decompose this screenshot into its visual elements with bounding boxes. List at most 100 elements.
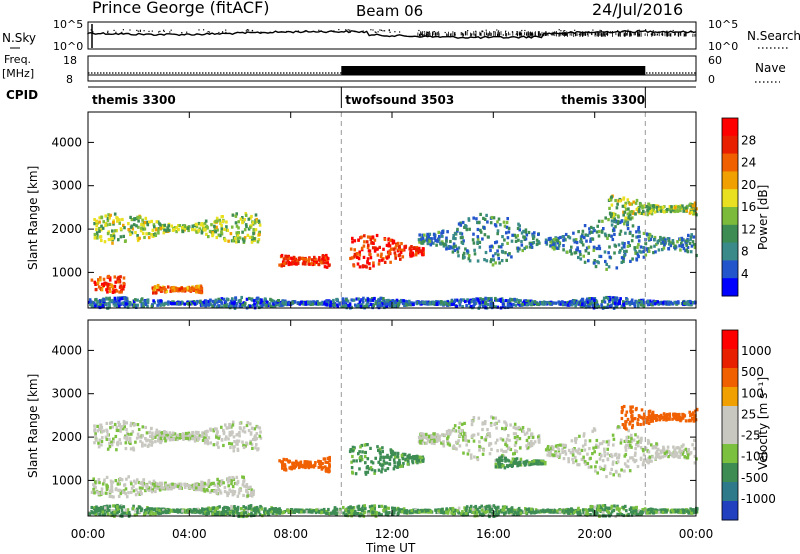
velocity-cell [457, 439, 460, 443]
power-cell [381, 258, 384, 262]
power-cell [594, 299, 598, 303]
power-cell [373, 238, 377, 242]
velocity-cell [243, 484, 246, 488]
velocity-cell [250, 494, 254, 498]
power-cell [506, 305, 510, 309]
velocity-cell [201, 438, 205, 442]
power-cell [152, 287, 156, 291]
power-cell [232, 305, 236, 309]
velocity-cell [359, 459, 362, 463]
velocity-cell [392, 458, 396, 462]
velocity-cell [503, 420, 506, 424]
power-cell [694, 300, 697, 304]
power-cell [550, 239, 554, 243]
power-cell [572, 231, 575, 235]
velocity-cell [567, 457, 570, 461]
velocity-cell [407, 454, 411, 458]
velocity-cell [418, 439, 422, 443]
power-cell [101, 226, 105, 230]
power-cell [119, 284, 123, 288]
power-cell [517, 299, 521, 303]
velocity-cell [682, 449, 686, 453]
power-cell [612, 228, 616, 232]
velocity-cell [222, 432, 226, 436]
power-cell [302, 260, 306, 264]
velocity-cell [185, 434, 188, 438]
velocity-cell [156, 484, 159, 488]
power-cell [238, 304, 241, 308]
velocity-cell [515, 438, 519, 442]
velocity-cell [506, 458, 509, 462]
power-cell [486, 302, 490, 306]
power-cell [357, 257, 361, 261]
velocity-cell [569, 451, 573, 455]
power-cell [356, 262, 360, 266]
power-cell [358, 300, 362, 304]
power-cell [231, 239, 235, 243]
velocity-cell [537, 460, 540, 464]
velocity-cell [533, 440, 537, 444]
power-cell [459, 231, 462, 235]
power-cell [484, 296, 487, 300]
power-cell [472, 305, 475, 309]
velocity-cell [466, 452, 470, 456]
velocity-cell [462, 431, 466, 435]
power-cell [562, 248, 565, 252]
power-cell [248, 304, 252, 308]
power-cell [259, 305, 262, 309]
power-cell [375, 299, 378, 304]
velocity-cell [173, 432, 177, 436]
power-cell [490, 244, 493, 248]
power-cell [216, 228, 219, 232]
velocity-cell [188, 433, 192, 437]
power-cell [106, 284, 110, 289]
power-cell [423, 300, 427, 305]
power-cell [570, 303, 574, 307]
power-cell [533, 300, 537, 304]
velocity-cell [166, 434, 170, 438]
velocity-cell [238, 426, 242, 430]
velocity-cell [170, 438, 173, 442]
power-cell [357, 297, 360, 301]
velocity-cell [516, 464, 519, 468]
velocity-cell [360, 458, 364, 462]
velocity-cell [228, 433, 231, 437]
velocity-cell [146, 485, 149, 489]
power-cell [393, 303, 396, 308]
velocity-cell [231, 423, 235, 427]
velocity-cell [617, 425, 620, 429]
velocity-cell [488, 442, 491, 446]
velocity-cell [583, 448, 587, 452]
velocity-cell [614, 469, 618, 473]
velocity-cell [306, 463, 309, 467]
power-cell [207, 235, 210, 239]
power-cell [461, 241, 465, 245]
velocity-cell [518, 463, 522, 467]
velocity-cell [453, 429, 456, 433]
power-cell [89, 300, 93, 304]
power-cell [377, 262, 381, 266]
power-cell [352, 264, 356, 268]
power-cell [312, 300, 316, 304]
power-cell [291, 301, 295, 305]
velocity-cell [180, 482, 183, 486]
velocity-cell [120, 478, 124, 482]
nsearch-point [286, 30, 288, 33]
power-cell [95, 220, 99, 224]
power-cell [406, 303, 409, 307]
power-cell [198, 290, 201, 294]
velocity-cell [129, 441, 132, 445]
velocity-cell [482, 448, 486, 452]
power-cell [294, 257, 298, 261]
power-cell [410, 301, 413, 305]
power-cell [394, 300, 397, 304]
power-cell [127, 228, 130, 232]
power-cell [623, 242, 626, 246]
power-cell [254, 213, 258, 217]
power-cell [626, 244, 630, 248]
power-cell [388, 303, 392, 308]
velocity-cell [417, 459, 421, 463]
velocity-cell [233, 440, 236, 444]
velocity-cell [554, 452, 558, 456]
nsearch-point [627, 29, 629, 31]
